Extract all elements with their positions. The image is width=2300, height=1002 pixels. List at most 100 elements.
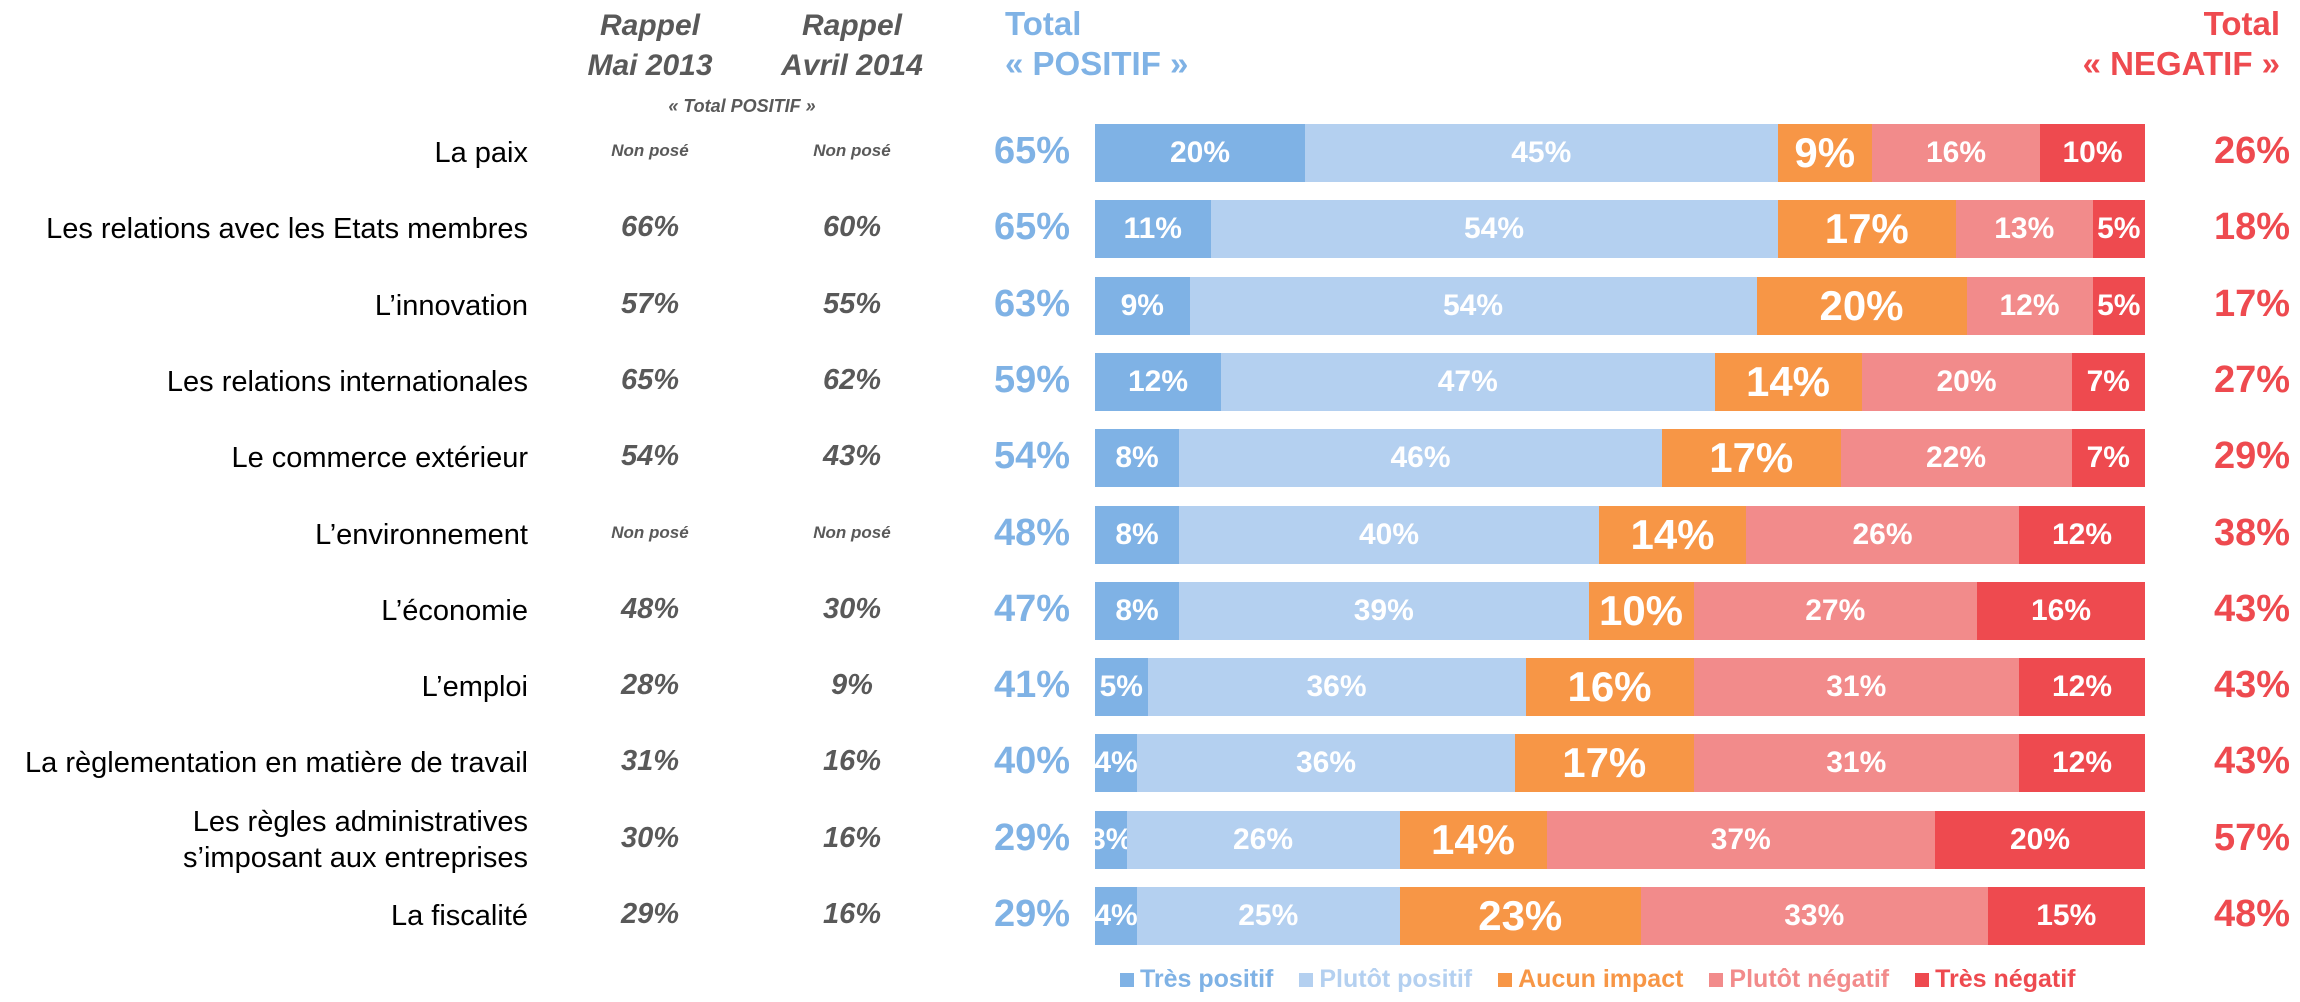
bar-segment-plutot-positif: 26% xyxy=(1126,810,1400,869)
category-label: La fiscalité xyxy=(390,900,528,932)
bar-segment-plutot-negatif: 37% xyxy=(1546,810,1935,869)
bar-segment-plutot-positif: 36% xyxy=(1147,658,1526,717)
bar-segment-tres-negatif: 7% xyxy=(2071,352,2145,411)
bar-segment-tres-negatif: 10% xyxy=(2040,124,2145,182)
rappel-mai-2013-value: 31% xyxy=(620,745,680,778)
bar-segment-plutot-positif: 54% xyxy=(1189,276,1757,335)
rappel-mai-2013-value: 29% xyxy=(620,898,680,930)
legend-swatch xyxy=(1709,972,1724,987)
rappel-avril-2014-value: 55% xyxy=(822,287,882,320)
total-negatif-value: 43% xyxy=(2213,740,2290,783)
rappel-avril-2014-value: 30% xyxy=(822,592,882,625)
total-positif-value: 41% xyxy=(993,664,1070,707)
bar-segment-aucun-impact: 20% xyxy=(1756,276,1967,335)
legend-label: Aucun impact xyxy=(1518,965,1684,993)
legend-swatch xyxy=(1120,972,1134,987)
bar-segment-plutot-positif: 45% xyxy=(1305,124,1778,182)
bar-segment-tres-positif: 11% xyxy=(1095,200,1211,259)
legend-swatch xyxy=(1915,972,1930,987)
category-label: Le commerce extérieur xyxy=(231,442,528,475)
bar-segment-aucun-impact: 9% xyxy=(1777,124,1872,182)
legend-label: Plutôt négatif xyxy=(1729,965,1890,993)
header-rappel-2013-line2: Mai 2013 xyxy=(587,49,713,82)
bar-segment-plutot-positif: 39% xyxy=(1179,581,1589,640)
header-total-negatif: Total « NEGATIF » xyxy=(2083,4,2280,84)
total-positif-value: 65% xyxy=(993,206,1070,249)
bar-segment-tres-positif: 9% xyxy=(1095,276,1190,335)
total-negatif-value: 57% xyxy=(2213,816,2290,859)
bar-segment-plutot-positif: 25% xyxy=(1137,887,1400,945)
header-rappel-2014-line1: Rappel xyxy=(801,9,903,42)
category-label: La règlementation en matière de travail xyxy=(25,747,528,780)
bar-segment-plutot-positif: 47% xyxy=(1221,352,1715,411)
total-positif-value: 47% xyxy=(993,587,1070,630)
category-label: Les règles administratives s’imposant au… xyxy=(183,805,528,874)
rappel-avril-2014-value: Non posé xyxy=(813,141,891,160)
rappel-mai-2013-value: Non posé xyxy=(611,141,689,160)
bar-segment-plutot-negatif: 16% xyxy=(1872,124,2040,182)
header-total-negatif-line2: « NEGATIF » xyxy=(2082,45,2280,82)
total-positif-value: 29% xyxy=(993,893,1070,935)
rappel-avril-2014-value: 62% xyxy=(822,363,882,396)
bar-segment-plutot-negatif: 20% xyxy=(1861,352,2072,411)
bar-segment-aucun-impact: 14% xyxy=(1399,810,1547,869)
total-negatif-value: 38% xyxy=(2213,511,2290,554)
subheader-total-positif: « Total POSITIF » xyxy=(668,96,816,116)
bar-segment-tres-negatif: 20% xyxy=(1935,810,2145,869)
legend: Très positif Plutôt positif Aucun impact Pl… xyxy=(1120,965,2075,994)
bar-segment-aucun-impact: 16% xyxy=(1525,658,1694,717)
bar-segment-plutot-negatif: 33% xyxy=(1641,887,1988,945)
legend-item-aucun-impact: Aucun impact xyxy=(1498,965,1683,994)
bar-segment-plutot-positif: 54% xyxy=(1210,200,1778,259)
total-positif-value: 29% xyxy=(993,816,1070,859)
legend-label: Très positif xyxy=(1140,965,1274,993)
rappel-avril-2014-value: 43% xyxy=(822,440,882,473)
bar-segment-plutot-negatif: 26% xyxy=(1746,505,2019,564)
legend-swatch xyxy=(1498,972,1513,987)
category-label: L’emploi xyxy=(421,671,528,704)
legend-item-plutot-positif: Plutôt positif xyxy=(1299,965,1472,994)
header-total-positif-line2: « POSITIF » xyxy=(1005,45,1189,82)
bar-segment-tres-positif: 8% xyxy=(1095,429,1179,488)
header-total-positif: Total « POSITIF » xyxy=(1005,4,1188,84)
legend-label: Très négatif xyxy=(1935,965,2076,993)
total-positif-value: 63% xyxy=(993,282,1070,325)
bar-segment-tres-negatif: 5% xyxy=(2092,200,2145,259)
header-rappel-2014: Rappel Avril 2014 xyxy=(742,6,962,86)
bar-segment-plutot-positif: 46% xyxy=(1179,429,1662,488)
category-label: L’économie xyxy=(381,594,528,627)
bar-segment-aucun-impact: 14% xyxy=(1599,505,1746,564)
legend-item-tres-positif: Très positif xyxy=(1120,965,1273,994)
rappel-avril-2014-value: 60% xyxy=(822,211,882,244)
total-negatif-value: 43% xyxy=(2213,664,2290,707)
bar-segment-aucun-impact: 14% xyxy=(1714,352,1862,411)
bar-segment-tres-positif: 3% xyxy=(1089,810,1132,869)
header-rappel-2013-line1: Rappel xyxy=(599,9,701,42)
rappel-avril-2014-value: Non posé xyxy=(813,522,891,542)
bar-segment-plutot-negatif: 12% xyxy=(1966,276,2093,335)
total-positif-value: 48% xyxy=(993,511,1070,554)
bar-segment-tres-negatif: 15% xyxy=(1987,887,2145,945)
rappel-avril-2014-value: 16% xyxy=(822,745,882,778)
bar-segment-tres-positif: 4% xyxy=(1094,887,1138,945)
rappel-mai-2013-value: Non posé xyxy=(611,522,689,542)
bar-segment-plutot-positif: 40% xyxy=(1179,505,1599,564)
rappel-avril-2014-value: 16% xyxy=(822,898,882,930)
legend-swatch xyxy=(1299,972,1314,987)
bar-segment-tres-negatif: 12% xyxy=(2019,658,2145,717)
bar-segment-plutot-positif: 36% xyxy=(1137,734,1515,793)
bar-segment-tres-positif: 20% xyxy=(1095,124,1305,182)
rappel-mai-2013-value: 57% xyxy=(620,287,680,320)
rappel-mai-2013-value: 66% xyxy=(620,211,680,244)
total-negatif-value: 27% xyxy=(2213,358,2290,401)
bar-segment-aucun-impact: 23% xyxy=(1399,887,1641,945)
rappel-mai-2013-value: 65% xyxy=(620,363,680,396)
bar-segment-plutot-negatif: 27% xyxy=(1693,581,1977,640)
bar-segment-plutot-negatif: 31% xyxy=(1693,658,2019,717)
bar-segment-tres-negatif: 5% xyxy=(2092,276,2145,335)
total-negatif-value: 43% xyxy=(2213,587,2290,630)
bar-segment-tres-negatif: 16% xyxy=(1977,581,2145,640)
legend-item-plutot-negatif: Plutôt négatif xyxy=(1709,965,1889,994)
bar-segment-aucun-impact: 17% xyxy=(1662,429,1841,488)
total-negatif-value: 48% xyxy=(2213,893,2290,935)
